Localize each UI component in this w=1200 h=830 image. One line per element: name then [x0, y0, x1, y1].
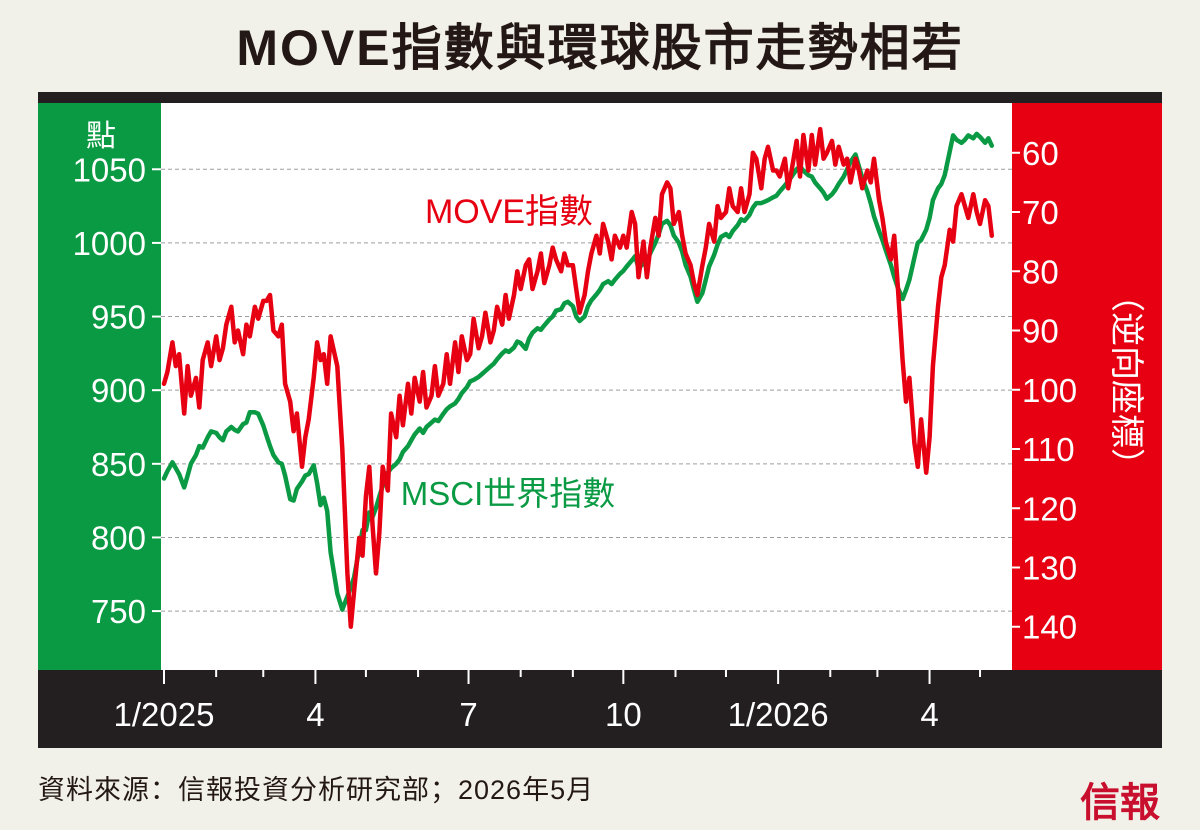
right-tick-label: 110: [1022, 431, 1075, 468]
series-label-msci: MSCI世界指數: [401, 475, 616, 512]
chart-title: MOVE指數與環球股市走勢相若: [236, 20, 964, 76]
right-axis-panel: [1012, 103, 1162, 670]
x-tick-label: 7: [459, 696, 477, 733]
left-axis-panel: [38, 103, 161, 670]
left-tick-label: 800: [91, 519, 146, 556]
left-axis: 750 800 850 900 950 1000 1050: [73, 151, 161, 630]
series-lines: [161, 126, 995, 629]
right-tick-label: 70: [1022, 194, 1059, 231]
left-tick-label: 950: [91, 299, 146, 336]
x-tick-label: 1/2026: [728, 696, 829, 733]
right-tick-label: 100: [1022, 372, 1077, 409]
right-tick-label: 140: [1022, 609, 1077, 646]
right-axis: 60 70 80 90 100 110 120 130 140: [1012, 135, 1077, 646]
right-tick-label: 120: [1022, 490, 1077, 527]
x-tick-label: 1/2025: [114, 696, 215, 733]
publisher-logo: 信報: [1080, 779, 1160, 826]
x-tick-label: 4: [306, 696, 324, 733]
right-tick-label: 60: [1022, 135, 1059, 172]
left-tick-label: 850: [91, 446, 146, 483]
left-tick-label: 1000: [73, 225, 146, 262]
x-tick-label: 10: [605, 696, 642, 733]
right-tick-label: 130: [1022, 550, 1077, 587]
x-axis: 1/2025 4 7 10 1/2026 4: [114, 670, 982, 733]
right-axis-unit-label: （逆向座標）: [1107, 278, 1145, 482]
left-tick-label: 750: [91, 593, 146, 630]
plot-area: [161, 103, 1012, 670]
x-tick-label: 4: [920, 696, 938, 733]
left-axis-unit-label: 點: [86, 120, 116, 153]
series-label-move: MOVE指數: [425, 193, 593, 231]
source-note: 資料來源：信報投資分析研究部；2026年5月: [38, 775, 595, 805]
left-tick-label: 900: [91, 372, 146, 409]
right-tick-label: 90: [1022, 313, 1059, 350]
left-tick-label: 1050: [73, 151, 146, 188]
series-line-msci: [161, 131, 995, 612]
right-tick-label: 80: [1022, 253, 1059, 290]
series-line-move: [161, 126, 995, 629]
